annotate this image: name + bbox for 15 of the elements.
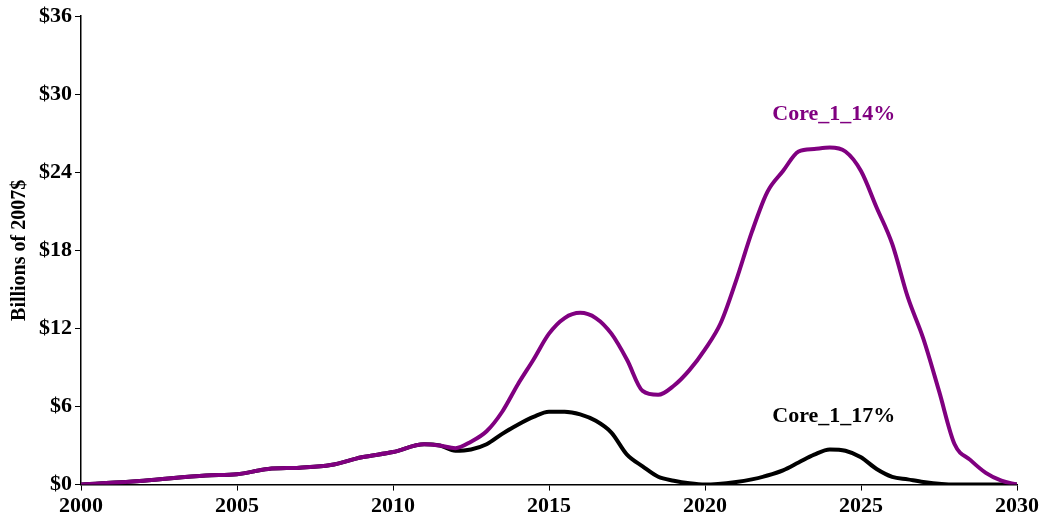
x-tick-label: 2030 <box>995 492 1039 518</box>
y-tick-label: $18 <box>39 236 72 262</box>
y-axis-title: Billions of 2007$ <box>7 179 30 321</box>
x-tick-label: 2025 <box>839 492 883 518</box>
y-tick-label: $12 <box>39 314 72 340</box>
y-tick-label: $6 <box>50 392 72 418</box>
x-tick-label: 2005 <box>215 492 259 518</box>
series-label: Core_1_14% <box>772 100 896 126</box>
x-tick-label: 2020 <box>683 492 727 518</box>
y-tick-label: $30 <box>39 79 72 105</box>
y-tick-label: $24 <box>39 158 72 184</box>
series-label: Core_1_17% <box>772 402 896 428</box>
x-tick-label: 2010 <box>371 492 415 518</box>
y-tick-label: $36 <box>39 1 72 27</box>
x-tick-label: 2015 <box>527 492 571 518</box>
